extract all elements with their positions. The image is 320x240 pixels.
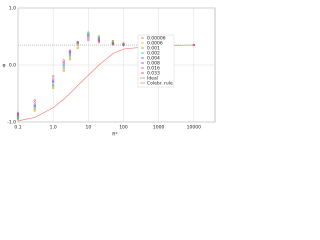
data-point [16, 111, 20, 115]
legend-swatch [141, 41, 144, 45]
data-point [76, 43, 79, 46]
data-point [62, 66, 65, 69]
data-point [97, 38, 101, 42]
data-point [52, 80, 55, 84]
data-point [52, 85, 55, 88]
data-point [16, 114, 20, 117]
data-point [33, 103, 36, 107]
legend-label: 0.004 [147, 56, 160, 62]
data-point [16, 115, 20, 118]
page: {"chart_data": {"type": "scatter", "xlab… [0, 0, 220, 138]
data-point [16, 112, 20, 116]
data-point [87, 32, 90, 35]
x-axis-label: R* [112, 132, 118, 138]
data-point [68, 49, 72, 52]
legend-swatch [141, 56, 144, 60]
data-point [16, 116, 20, 119]
legend-label: 0.008 [147, 61, 160, 67]
series-line [17, 44, 194, 122]
data-point [68, 52, 72, 55]
x-tick-label: 1.0 [50, 125, 57, 131]
legend-swatch [141, 36, 144, 40]
data-point [76, 42, 79, 45]
data-point [33, 101, 36, 104]
data-point [33, 104, 36, 108]
x-tick-label: 10 [85, 125, 91, 131]
data-point [62, 69, 65, 72]
data-point [52, 83, 55, 86]
data-point [62, 59, 65, 62]
x-tick-label: 10000 [187, 125, 201, 131]
legend-label: 0.033 [147, 71, 160, 77]
y-axis-label: φ [3, 64, 6, 69]
data-point [62, 62, 65, 65]
data-point [52, 86, 55, 89]
legend-swatch [141, 46, 144, 50]
x-tick-label: 0.1 [14, 125, 21, 131]
x-tick-label: 1000 [153, 125, 165, 131]
data-point [68, 55, 72, 58]
data-point [97, 39, 101, 43]
data-point [52, 84, 55, 87]
legend-label: 0.002 [147, 51, 160, 57]
data-point [76, 41, 79, 44]
data-point [87, 31, 90, 34]
y-tick-label: -1.0 [7, 120, 16, 126]
chart: φ R* 0.1 1.0 10 100 1000 10000 -1.0 0.0 1.0 0.000… [3, 6, 216, 138]
data-point [33, 109, 36, 112]
legend-label: 0.001 [147, 46, 160, 52]
data-point [97, 37, 101, 40]
data-point [52, 75, 55, 78]
legend-swatch [141, 66, 144, 70]
legend-label: 0.016 [147, 66, 160, 72]
data-point [33, 108, 36, 111]
legend-swatch [141, 61, 144, 65]
y-tick-label: 0.0 [9, 63, 16, 69]
y-tick-label: 1.0 [9, 6, 16, 12]
data-point [33, 107, 36, 110]
legend-label: 0.0006 [147, 41, 163, 47]
data-point [33, 106, 36, 109]
legend-swatch [141, 71, 144, 75]
legend-label: Colebr. rule [147, 81, 173, 87]
data-point [52, 78, 55, 81]
legend-label: 0.00006 [147, 36, 166, 42]
data-point [68, 58, 72, 61]
legend-swatch [141, 51, 144, 55]
data-point [87, 38, 90, 42]
data-point [97, 41, 101, 44]
data-point [33, 99, 36, 102]
x-tick-label: 100 [119, 125, 128, 131]
legend-label: Ideal [147, 76, 158, 82]
